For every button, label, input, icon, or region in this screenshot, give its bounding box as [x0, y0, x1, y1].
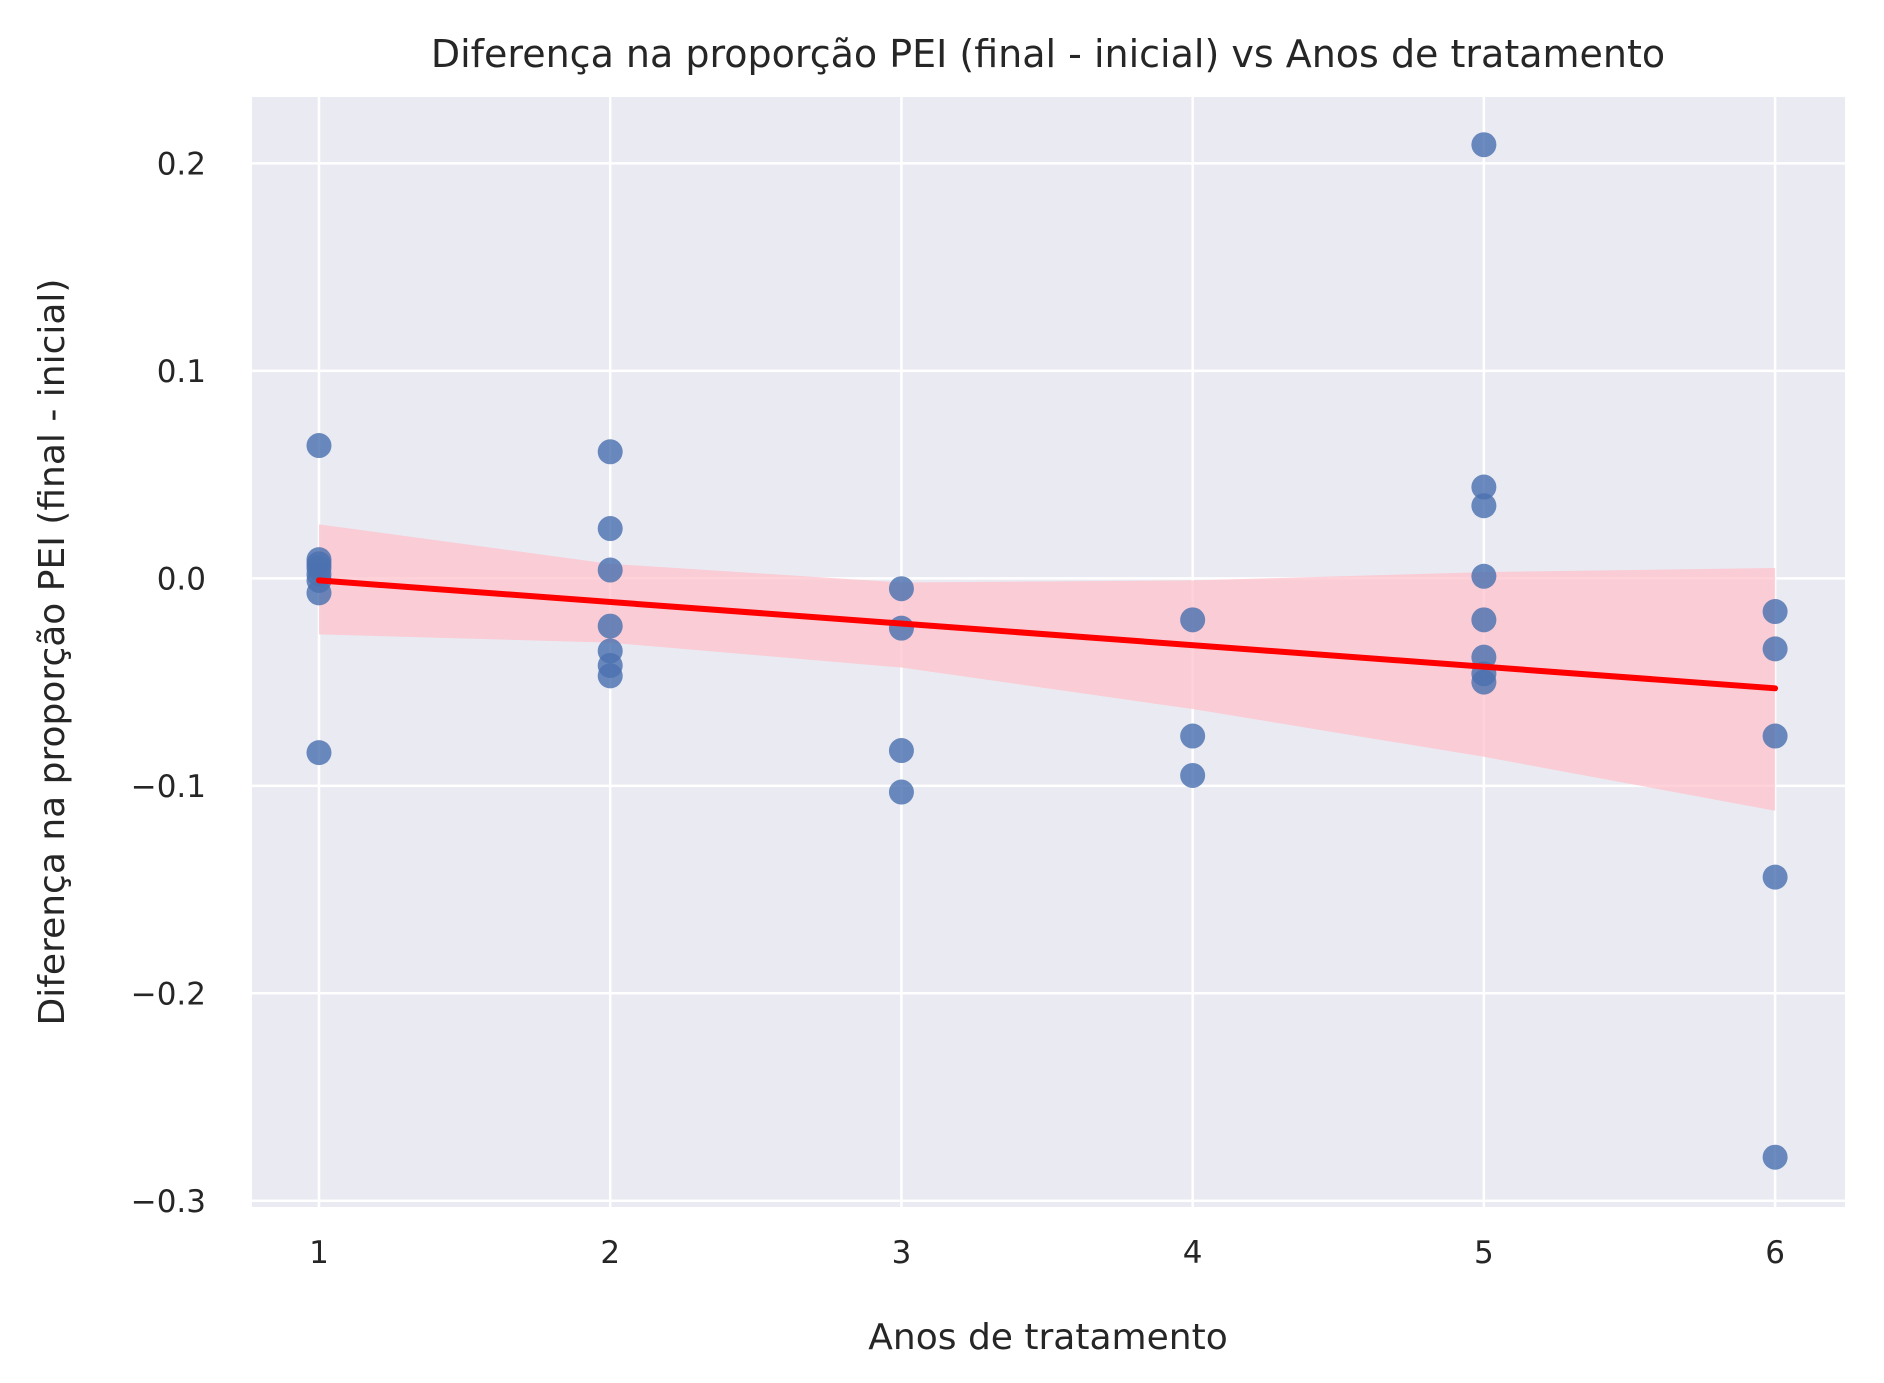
x-tick-labels: 1 2 3 4 5 6 [309, 1235, 1785, 1271]
data-point [888, 576, 914, 602]
data-point [597, 663, 623, 689]
x-tick-label: 4 [1183, 1235, 1203, 1271]
x-tick-label: 1 [309, 1235, 329, 1271]
data-point [1471, 669, 1497, 695]
y-tick-label: −0.2 [131, 976, 206, 1012]
data-point [1471, 493, 1497, 519]
chart-title: Diferença na proporção PEI (final - inic… [431, 32, 1665, 76]
x-axis-title: Anos de tratamento [868, 1317, 1227, 1358]
data-point [1471, 563, 1497, 589]
data-point [306, 740, 332, 766]
data-point [306, 580, 332, 606]
data-point [1762, 636, 1788, 662]
data-point [888, 615, 914, 641]
confidence-band-layer [318, 524, 1776, 811]
data-point [1471, 132, 1497, 158]
x-tick-label: 6 [1765, 1235, 1785, 1271]
data-point [1471, 607, 1497, 633]
y-tick-label: 0.1 [157, 354, 206, 390]
data-point [1762, 1144, 1788, 1170]
data-point [1762, 723, 1788, 749]
y-tick-label: −0.1 [131, 769, 206, 805]
data-point [888, 738, 914, 764]
y-tick-label: 0.2 [157, 146, 206, 182]
data-point [1762, 864, 1788, 890]
data-point [1471, 474, 1497, 500]
data-point [1180, 607, 1206, 633]
data-point [597, 516, 623, 542]
y-tick-label: 0.0 [157, 561, 206, 597]
data-point [597, 613, 623, 639]
x-tick-label: 5 [1474, 1235, 1494, 1271]
y-tick-labels: 0.2 0.1 0.0 −0.1 −0.2 −0.3 [131, 146, 206, 1219]
data-point [597, 439, 623, 465]
data-point [1762, 599, 1788, 625]
x-tick-label: 2 [600, 1235, 620, 1271]
regression-line [315, 577, 1779, 692]
data-point [306, 433, 332, 459]
data-point [1180, 762, 1206, 788]
y-axis-title: Diferença na proporção PEI (final - inic… [32, 279, 73, 1026]
y-tick-label: −0.3 [131, 1184, 206, 1220]
data-point [888, 779, 914, 805]
data-point [1180, 723, 1206, 749]
regression-line-layer [315, 577, 1779, 692]
confidence-band [318, 524, 1776, 811]
x-tick-label: 3 [892, 1235, 912, 1271]
data-point [597, 557, 623, 583]
